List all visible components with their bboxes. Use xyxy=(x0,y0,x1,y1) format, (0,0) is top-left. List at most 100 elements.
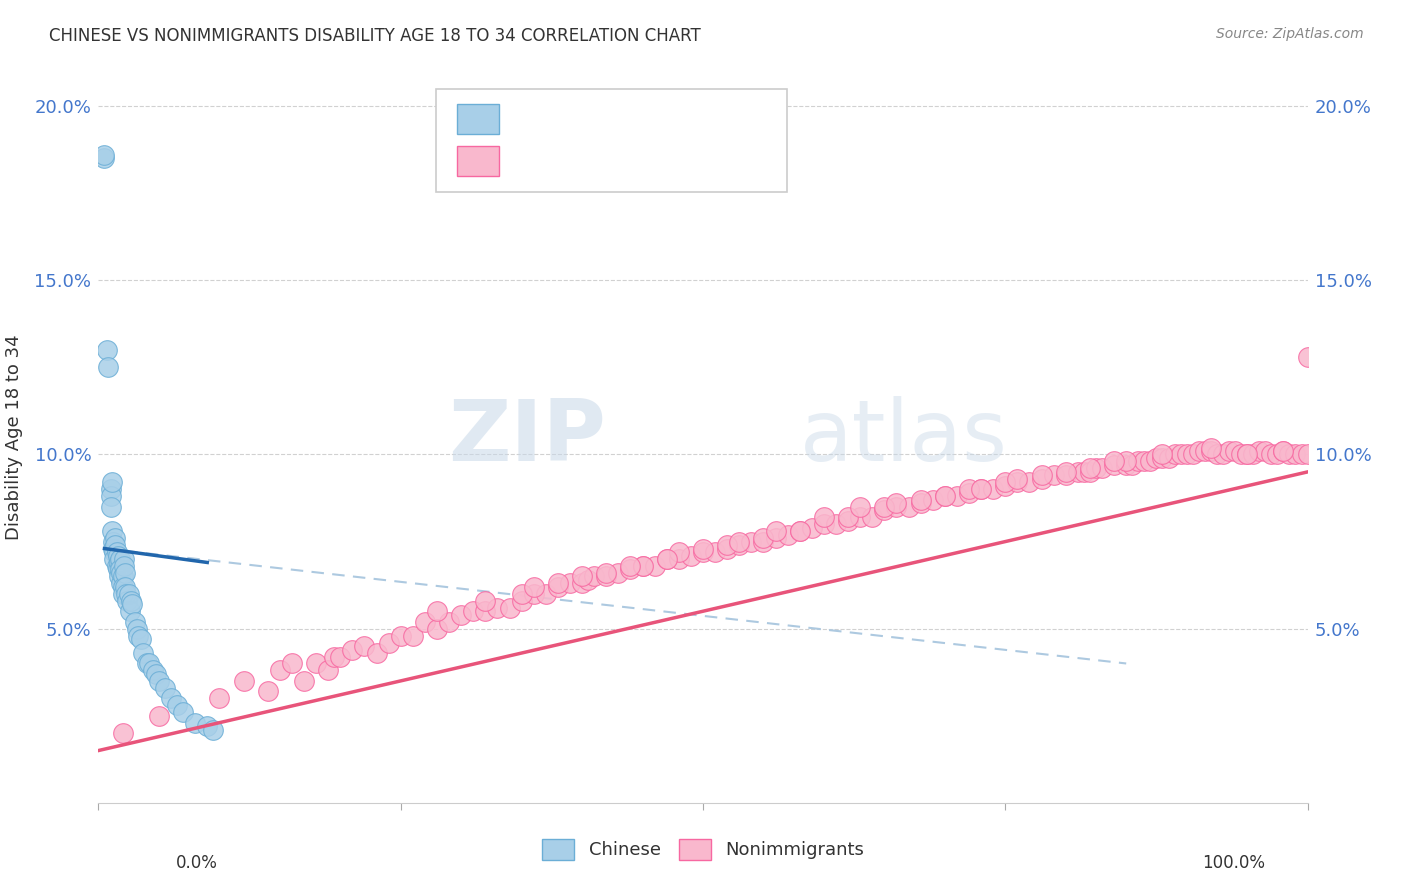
Point xyxy=(1223,444,1246,458)
Point xyxy=(93,148,115,162)
Point xyxy=(474,604,496,618)
Text: Source: ZipAtlas.com: Source: ZipAtlas.com xyxy=(1216,27,1364,41)
Point xyxy=(281,657,304,671)
Point xyxy=(1115,458,1137,472)
Point xyxy=(631,558,654,573)
Point xyxy=(523,587,546,601)
Point xyxy=(292,673,315,688)
Point xyxy=(329,649,352,664)
Point xyxy=(1170,448,1192,462)
Text: -0.040: -0.040 xyxy=(560,106,624,124)
Point xyxy=(547,580,569,594)
Point xyxy=(837,514,859,528)
Point xyxy=(97,360,120,375)
Point xyxy=(1175,448,1198,462)
Point xyxy=(172,705,194,719)
Point xyxy=(1163,448,1185,462)
Point xyxy=(1054,465,1077,479)
Point xyxy=(1199,444,1222,458)
Point xyxy=(1078,461,1101,475)
Point xyxy=(970,483,993,497)
Point xyxy=(1133,454,1156,468)
Point xyxy=(849,500,872,514)
Point xyxy=(323,649,346,664)
Point xyxy=(825,517,848,532)
Point xyxy=(897,500,920,514)
Point xyxy=(849,510,872,524)
Point xyxy=(910,492,932,507)
Y-axis label: Disability Age 18 to 34: Disability Age 18 to 34 xyxy=(6,334,24,540)
Point xyxy=(1152,448,1174,462)
Point xyxy=(1085,461,1108,475)
Text: atlas: atlas xyxy=(800,395,1008,479)
Text: R =: R = xyxy=(513,106,553,124)
Point xyxy=(837,510,859,524)
Point xyxy=(366,646,388,660)
Point xyxy=(789,524,811,538)
Point xyxy=(1199,441,1222,455)
Point xyxy=(105,558,128,573)
Point xyxy=(583,569,606,583)
Point xyxy=(100,500,122,514)
Point xyxy=(402,629,425,643)
Point xyxy=(138,657,160,671)
Point xyxy=(619,558,641,573)
Point xyxy=(107,562,129,576)
Point xyxy=(105,545,128,559)
Point xyxy=(692,545,714,559)
Point xyxy=(679,549,702,563)
Point xyxy=(103,545,125,559)
Point xyxy=(108,562,131,576)
Point xyxy=(655,552,678,566)
Point xyxy=(595,569,617,583)
Point xyxy=(96,343,118,357)
Point xyxy=(776,527,799,541)
Point xyxy=(765,531,787,545)
Point xyxy=(1218,444,1240,458)
Point xyxy=(450,607,472,622)
Point xyxy=(256,684,278,698)
Point xyxy=(921,492,943,507)
Point xyxy=(111,580,134,594)
Point xyxy=(111,587,134,601)
Point xyxy=(813,517,835,532)
Point xyxy=(120,594,142,608)
Point xyxy=(655,552,678,566)
Point xyxy=(202,723,225,737)
Point xyxy=(1007,475,1029,490)
Point xyxy=(692,541,714,556)
Point xyxy=(1091,461,1114,475)
Point xyxy=(148,673,170,688)
Point xyxy=(1260,448,1282,462)
Legend: Chinese, Nonimmigrants: Chinese, Nonimmigrants xyxy=(534,831,872,867)
Point xyxy=(117,594,139,608)
Point xyxy=(112,552,135,566)
Point xyxy=(208,691,231,706)
Point xyxy=(1236,448,1258,462)
Point xyxy=(981,483,1004,497)
Point xyxy=(607,566,630,580)
Point xyxy=(752,534,775,549)
Point xyxy=(716,541,738,556)
Point xyxy=(121,597,143,611)
Point xyxy=(110,566,132,580)
Point xyxy=(104,538,127,552)
Point xyxy=(1018,475,1040,490)
Point xyxy=(93,152,115,166)
Point xyxy=(1212,448,1234,462)
Point xyxy=(232,673,254,688)
Point xyxy=(377,635,399,649)
Point xyxy=(111,726,134,740)
Point xyxy=(1296,350,1319,364)
Point xyxy=(118,587,141,601)
Point xyxy=(118,604,141,618)
Point xyxy=(1031,472,1053,486)
Point xyxy=(195,719,218,733)
Point xyxy=(1078,465,1101,479)
Point xyxy=(115,587,138,601)
Point xyxy=(765,524,787,538)
Point xyxy=(426,604,449,618)
Point xyxy=(934,489,956,503)
Point xyxy=(1194,444,1216,458)
Text: 147: 147 xyxy=(678,148,716,166)
